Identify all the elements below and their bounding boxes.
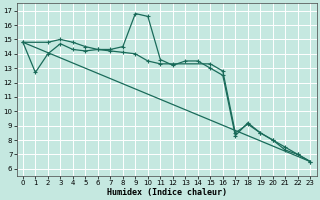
X-axis label: Humidex (Indice chaleur): Humidex (Indice chaleur) <box>107 188 227 197</box>
